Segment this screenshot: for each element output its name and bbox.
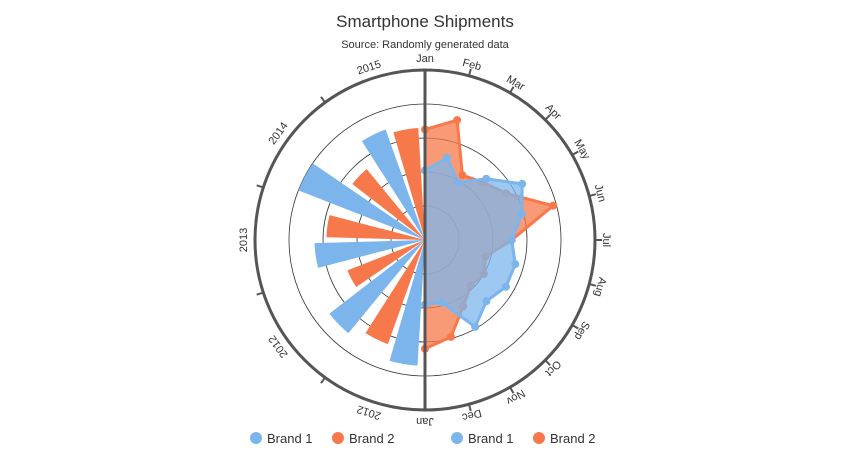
legend-label: Brand 1 — [468, 431, 514, 446]
point — [482, 297, 491, 306]
legend-marker — [533, 432, 545, 444]
point — [511, 260, 520, 269]
category-label-group: 2013 — [238, 228, 250, 252]
bar — [365, 240, 425, 345]
legend-marker — [451, 432, 463, 444]
bar — [314, 240, 425, 268]
category-label-group: Feb — [461, 57, 482, 74]
point — [501, 282, 510, 291]
category-label-group: 2015 — [356, 58, 383, 77]
category-label: 2015 — [356, 58, 383, 77]
point — [437, 298, 446, 307]
point — [518, 179, 527, 188]
bar — [352, 169, 425, 240]
category-label: Jan — [416, 53, 434, 65]
chart-title: Smartphone Shipments — [336, 12, 514, 31]
legend-marker — [332, 432, 344, 444]
point — [442, 153, 451, 162]
point — [482, 174, 491, 183]
bar — [393, 127, 425, 240]
point — [453, 116, 462, 125]
bar — [298, 163, 425, 240]
bar — [347, 240, 425, 288]
category-label: Jan — [416, 415, 434, 427]
point — [507, 236, 516, 244]
category-label: Jun — [592, 183, 608, 203]
category-label: Jul — [600, 233, 612, 247]
legend-label: Brand 2 — [349, 431, 395, 446]
category-label-group: 2012 — [356, 403, 383, 422]
category-label-group: Jun — [592, 183, 608, 203]
category-label: Feb — [461, 57, 482, 74]
category-label: Dec — [460, 407, 482, 424]
category-label-group: Jan — [416, 53, 434, 65]
category-label: 2012 — [356, 403, 383, 422]
point — [471, 322, 480, 331]
chart-subtitle: Source: Randomly generated data — [341, 39, 509, 51]
bar — [326, 215, 425, 240]
category-label: Aug — [592, 276, 609, 298]
bar — [329, 240, 425, 334]
category-label: 2013 — [238, 228, 250, 252]
category-label-group: Jul — [600, 233, 612, 247]
legend-label: Brand 2 — [550, 431, 596, 446]
point — [549, 201, 558, 210]
category-label-group: Aug — [592, 276, 609, 298]
point — [446, 332, 455, 341]
legend-marker — [250, 432, 262, 444]
point — [517, 210, 526, 219]
bar — [361, 129, 425, 240]
bar — [389, 240, 425, 366]
point — [458, 171, 467, 180]
category-label-group: Jan — [416, 415, 434, 427]
legend-label: Brand 1 — [267, 431, 313, 446]
point — [454, 178, 463, 187]
category-label-group: Dec — [460, 407, 482, 424]
